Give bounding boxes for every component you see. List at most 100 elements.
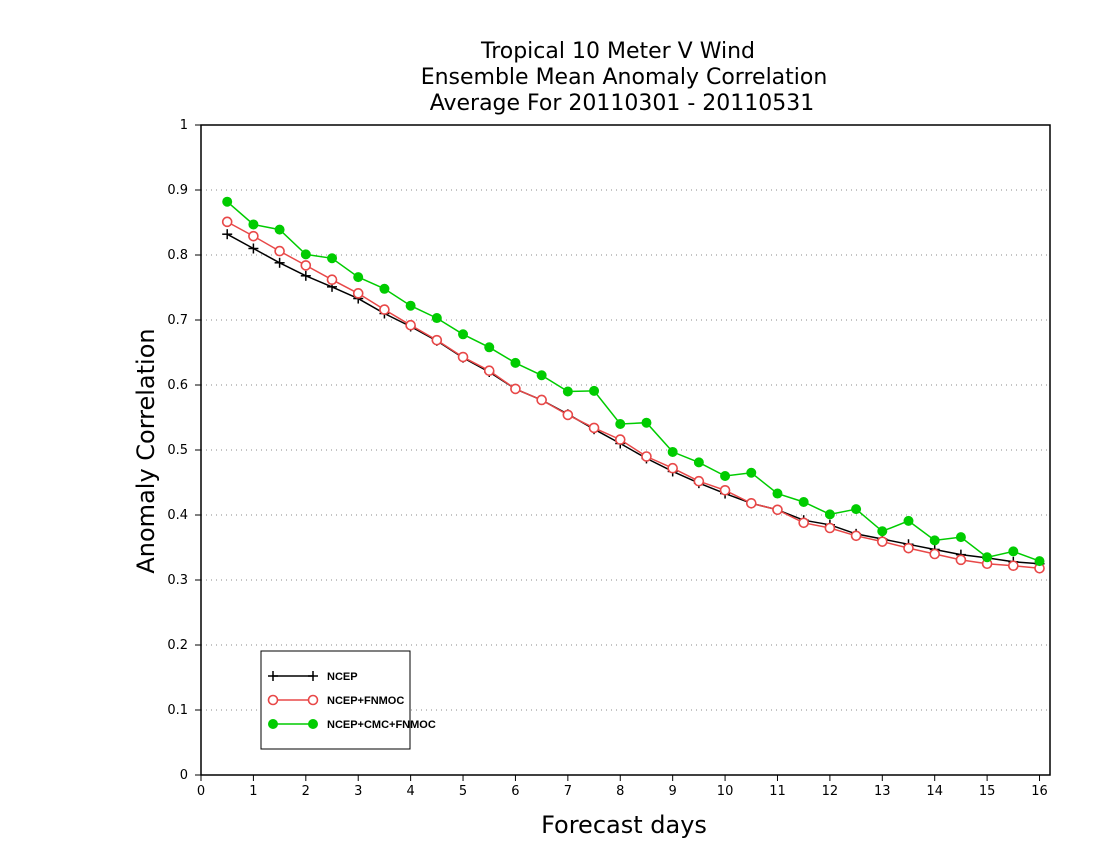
data-point [955,554,967,566]
data-point [667,446,678,457]
y-axis: 0 0.1 0.2 0.3 0.4 0.5 0.6 0.7 0.8 0.9 1 [167,118,201,783]
x-tick-label: 1 [249,784,257,799]
x-tick-label: 11 [769,784,786,799]
y-tick-label: 0.1 [167,703,188,718]
data-point [431,334,443,346]
y-tick-label: 0.9 [167,183,188,198]
series-line [226,233,1040,565]
x-tick-label: 7 [564,784,572,799]
data-point [772,504,783,516]
x-tick-label: 3 [354,784,362,799]
series-ncep-fnmoc [221,216,1045,574]
data-point [300,249,311,260]
data-point [562,386,573,397]
data-point [248,230,259,242]
data-point [824,522,836,534]
data-point [353,272,364,283]
legend-marker [307,694,319,706]
data-point [798,497,809,507]
data-point [222,229,233,240]
data-point [982,552,993,563]
data-point [903,542,914,554]
data-point [248,219,259,230]
series-ncep-cmc-fnmoc [222,196,1045,567]
data-point [300,270,311,281]
x-tick-label: 9 [669,784,677,799]
legend-label-ncep-fnmoc: NCEP+FNMOC [327,695,404,707]
data-point [222,196,233,207]
y-tick-label: 1 [180,118,188,133]
data-point [510,383,521,395]
data-point [641,417,652,428]
legend: NCEP NCEP+FNMOC NCEP+CMC+FNMOC [260,650,436,750]
legend-label-ncep: NCEP [327,671,358,683]
title-line-2: Ensemble Mean Anomaly Correlation [421,65,828,90]
series-ncep [222,229,1045,569]
data-point [877,526,888,537]
data-point [274,257,285,268]
data-point [562,409,574,421]
data-point [929,535,940,546]
title-line-1: Tropical 10 Meter V Wind [480,39,755,64]
series-line [226,221,1040,570]
x-tick-label: 14 [926,784,943,799]
data-point [327,253,338,264]
data-point [876,536,888,547]
legend-marker [268,671,278,681]
legend-sample-ncep-cmc-fnmoc [268,719,318,729]
chart-title: Tropical 10 Meter V Wind Ensemble Mean A… [421,39,828,116]
data-point [798,517,809,529]
data-point [326,274,338,286]
data-point [379,283,390,294]
data-point [693,457,704,468]
y-tick-label: 0.8 [167,248,188,263]
data-point [745,497,757,509]
data-point [1008,546,1019,557]
legend-marker [308,719,318,729]
y-tick-label: 0.3 [167,573,188,588]
data-point [720,471,731,481]
y-tick-label: 0.4 [167,508,188,523]
legend-marker [268,719,278,729]
data-point [457,351,469,363]
data-point [431,313,442,324]
x-tick-label: 2 [302,784,310,799]
data-point [1034,556,1045,567]
data-point [379,304,390,315]
data-point [772,488,783,499]
x-tick-label: 6 [511,784,519,799]
data-point [536,394,547,406]
data-point [248,243,259,254]
data-point [746,467,757,478]
legend-marker [267,694,279,706]
data-point [588,422,600,434]
data-point [589,385,600,396]
x-tick-label: 4 [406,784,414,799]
data-point [274,245,285,257]
plot-frame [200,124,1051,776]
legend-sample-ncep-fnmoc [267,694,319,706]
plot-series [221,196,1045,574]
data-point [405,319,416,331]
data-point [824,509,835,520]
data-point [483,365,495,377]
series-line [226,201,1040,562]
x-tick-label: 13 [874,784,891,799]
data-point [667,462,678,474]
data-point [536,370,547,381]
x-tick-label: 10 [717,784,734,799]
data-point [484,342,495,353]
x-axis: 0 1 2 3 4 5 6 7 8 9 10 11 12 13 14 15 16 [197,775,1048,799]
x-tick-label: 0 [197,784,205,799]
data-point [510,357,521,368]
x-tick-label: 12 [822,784,839,799]
data-point [693,475,705,487]
data-point [850,530,862,542]
x-axis-title: Forecast days [541,811,707,839]
data-point [641,451,652,462]
data-point [929,548,941,560]
title-line-3: Average For 20110301 - 20110531 [430,91,815,116]
legend-marker [308,671,318,681]
data-point [221,216,233,228]
data-point [903,515,914,526]
